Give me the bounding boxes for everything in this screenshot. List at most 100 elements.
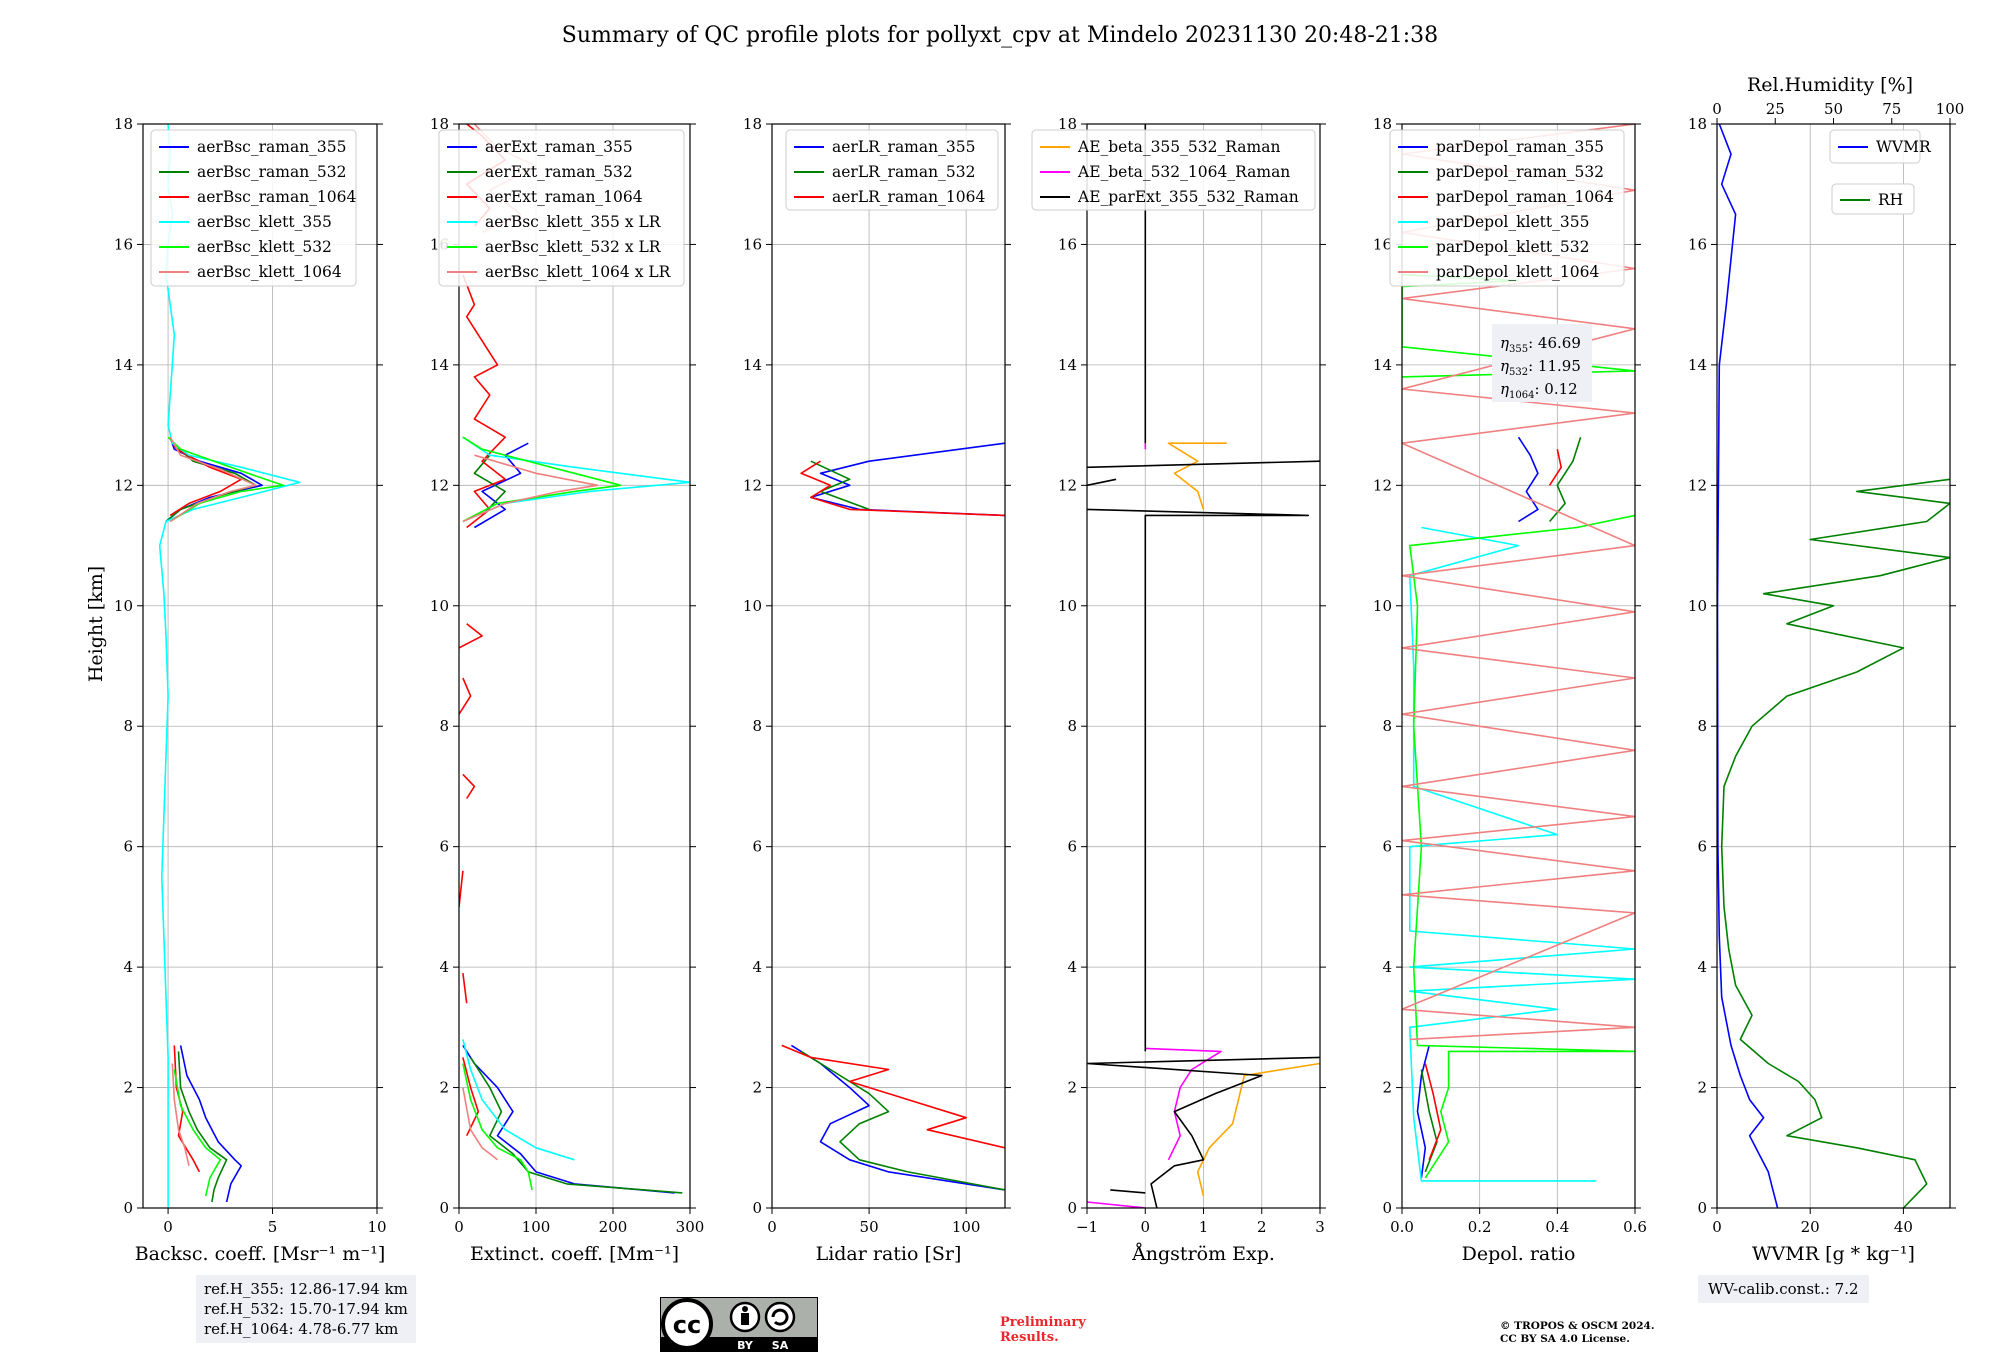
tick-label-y: 2 [1697,1079,1707,1097]
tick-label-y: 10 [743,597,762,615]
tick-label-y: 16 [1688,235,1707,253]
ref-height-355: ref.H_355: 12.86-17.94 km [204,1280,408,1298]
tick-label-y: 18 [1688,115,1707,133]
tick-label-y: 2 [752,1079,762,1097]
wv-calibration-box: WV-calib.const.: 7.2 [1698,1275,1869,1303]
tick-label-x: 100 [522,1218,551,1236]
legend-frame [785,129,999,211]
tick-label-x: 100 [952,1218,981,1236]
series-line-aerbsc-klett-532-x-lr [462,436,622,1191]
tick-label-x: 5 [268,1218,278,1236]
series-line-rh [1720,478,1950,1208]
tick-label-y: 4 [752,958,762,976]
tick-label-x: 40 [1894,1218,1913,1236]
cc-by-text: BY [737,1339,754,1352]
figure-title: Summary of QC profile plots for pollyxt_… [562,23,1438,48]
series-line-pardepol-raman-1064 [1424,449,1562,1161]
tick-label-y: 0 [439,1199,449,1217]
x-axis-label: Lidar ratio [Sr] [816,1243,962,1265]
tick-label-y: 2 [439,1079,449,1097]
series-line-aerbsc-raman-532 [165,442,257,1203]
legend: WVMR RH [1829,129,1932,215]
series-group [1717,124,1950,1208]
tick-label-x: 200 [599,1218,628,1236]
legend: parDepol_raman_355 parDepol_raman_532 parD… [1389,129,1625,287]
legend-label: aerExt_raman_355 [485,138,633,156]
axes-frame [142,123,378,1209]
tick-label-y: 8 [439,717,449,735]
x-axis-label: Depol. ratio [1462,1243,1576,1265]
tick-label-y: 0 [123,1199,133,1217]
tick-label-y: 12 [1058,476,1077,494]
tick-label-y: 6 [752,838,762,856]
panel-ext: 0246810121416180100200300Extinct. coeff.… [430,115,704,1265]
tick-label-x-top: 25 [1766,100,1785,118]
series-line-ae-beta-532-1064-raman [1087,443,1222,1208]
legend-label: aerBsc_klett_355 [197,213,332,231]
panel-lr: 0 2 4 6 8 10 12 14 16 18 0 50 100 Lidar ratio [Sr] aer… [743,115,1011,1265]
axes-frame [458,123,691,1209]
tick-label-y: 4 [1697,958,1707,976]
tick-label-y: 8 [1382,717,1392,735]
series-line-aerext-raman-1064 [459,124,506,1137]
tick-label-y: 4 [439,958,449,976]
copyright-note: © TROPOS & OSCM 2024. CC BY SA 4.0 Licen… [1500,1320,1655,1346]
tick-label-y: 12 [743,476,762,494]
legend-label: aerBsc_klett_532 [197,238,332,256]
y-axis-label: Height [km] [85,566,107,682]
tick-label-x: 300 [676,1218,705,1236]
series-line-aerlr-raman-1064 [781,460,1005,1149]
tick-label-x: 2 [1257,1218,1267,1236]
tick-label-x: 0.6 [1623,1218,1647,1236]
tick-label-y: 0 [752,1199,762,1217]
tick-label-y: 14 [430,356,449,374]
axes-frame [1086,123,1321,1209]
series-line-wvmr [1717,124,1779,1208]
series-group [1402,124,1635,1182]
series-line-pardepol-raman-532 [1420,436,1582,1173]
tick-label-y: 4 [1067,958,1077,976]
tick-label-y: 14 [1058,356,1077,374]
legend-label: aerLR_raman_1064 [832,188,985,206]
legend: AE_beta_355_532_Raman AE_beta_532_1064_Ra… [1031,129,1316,211]
tick-label-x-top: 75 [1882,100,1901,118]
eta-text: η1064: 0.12 [1500,380,1578,401]
tick-label-x: 50 [860,1218,879,1236]
tick-label-y: 10 [1373,597,1392,615]
tick-label-y: 8 [1697,717,1707,735]
legend-frame [150,129,357,287]
tick-label-x: 0.0 [1390,1218,1414,1236]
tick-label-x: 0 [1712,1218,1722,1236]
tick-label-y: 10 [1688,597,1707,615]
tick-label-y: 10 [114,597,133,615]
series-line-aerbsc-klett-355-x-lr [462,436,690,1161]
legend-label: aerBsc_klett_1064 [197,263,342,281]
tick-label-x-top: 100 [1936,100,1965,118]
tick-label-x: 0.4 [1545,1218,1569,1236]
wv-calibration-text: WV-calib.const.: 7.2 [1708,1280,1859,1298]
legend-label: parDepol_klett_355 [1436,213,1589,231]
series-line-aerlr-raman-355 [790,442,1005,1191]
legend-label: RH [1878,191,1903,209]
series-line-aerlr-raman-532 [800,460,1005,1191]
tick-label-y: 4 [123,958,133,976]
legend: aerBsc_raman_355 aerBsc_raman_532 aerBsc_r… [150,129,357,287]
legend: aerLR_raman_355 aerLR_raman_532 aerLR_rama… [785,129,999,211]
legend-label: aerBsc_klett_1064 x LR [485,263,672,281]
legend-label: aerBsc_raman_532 [197,163,347,181]
copyright-line-1: © TROPOS & OSCM 2024. [1500,1320,1655,1332]
tick-label-y: 12 [1688,476,1707,494]
tick-label-y: 18 [743,115,762,133]
tick-label-y: 18 [430,115,449,133]
legend-frame [1829,129,1921,164]
legend-frame [438,129,685,287]
series-line-aerbsc-raman-1064 [169,436,242,1173]
tick-label-y: 2 [1382,1079,1392,1097]
tick-label-y: 0 [1697,1199,1707,1217]
tick-label-y: 6 [1697,838,1707,856]
legend-label: parDepol_raman_532 [1436,163,1604,181]
tick-label-x-top: 0 [1712,100,1722,118]
tick-label-y: 14 [1688,356,1707,374]
